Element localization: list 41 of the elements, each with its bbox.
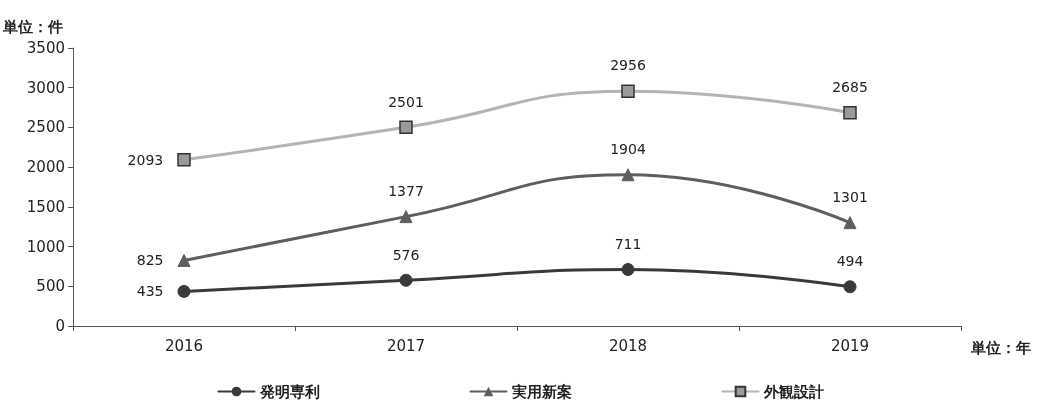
point (843, 105, 857, 120)
point (399, 273, 413, 287)
x-tick-label: 2018 (608, 336, 648, 355)
point (843, 280, 857, 294)
y-tick-label: 1500 (26, 197, 65, 216)
point (177, 153, 191, 167)
data-label: 1301 (832, 189, 868, 206)
x-axis-title: 単位：年 (970, 338, 1031, 357)
y-tick-label: 0 (55, 317, 65, 335)
data-label: 2093 (127, 151, 164, 168)
point (177, 284, 191, 298)
x-tick-label: 2016 (164, 336, 204, 355)
x-tick-label: 2017 (386, 336, 426, 355)
y-tick-label: 2000 (26, 158, 65, 177)
point (399, 120, 413, 135)
x-tick-label: 2019 (830, 336, 870, 355)
data-label: 2956 (610, 57, 646, 74)
y-tick-label: 500 (36, 277, 65, 296)
point (177, 253, 191, 267)
point (621, 168, 635, 182)
y-tick-label: 2500 (26, 118, 65, 137)
data-label: 2685 (832, 78, 868, 95)
data-label: 711 (614, 236, 642, 253)
y-tick-label: 3500 (26, 39, 65, 57)
point (621, 84, 635, 98)
data-label: 1377 (388, 183, 424, 200)
y-axis-title: 単位：件 (2, 17, 63, 36)
legend-label: 実用新案 (510, 382, 572, 401)
data-label: 576 (392, 246, 420, 263)
point (843, 216, 857, 230)
point (621, 263, 635, 277)
point (399, 210, 413, 224)
data-label: 2501 (388, 93, 424, 110)
data-label: 1904 (610, 141, 646, 158)
legend-label: 発明専利 (258, 382, 320, 401)
y-tick-label: 3000 (26, 78, 65, 97)
data-label: 435 (136, 283, 164, 300)
y-tick-label: 1000 (26, 237, 65, 256)
data-label: 494 (836, 253, 864, 270)
legend-label: 外観設計 (762, 382, 824, 401)
data-label: 825 (136, 252, 164, 269)
